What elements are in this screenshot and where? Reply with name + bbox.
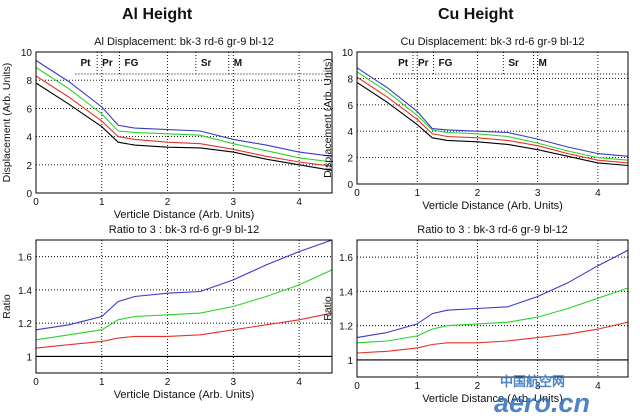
x-tick-label: 2: [475, 381, 481, 392]
x-axis-label: Verticle Distance (Arb. Units): [422, 200, 563, 212]
x-tick-label: 2: [475, 188, 481, 199]
y-tick-label: 1.6: [18, 253, 32, 264]
x-tick-label: 4: [595, 381, 601, 392]
chart-title: Ratio to 3 : bk-3 rd-6 gr-9 bl-12: [109, 224, 259, 236]
y-tick-label: 1.4: [18, 286, 32, 297]
x-tick-label: 2: [165, 377, 171, 388]
y-tick-label: 1.6: [339, 253, 353, 264]
series-line-gr: [35, 67, 333, 163]
x-tick-label: 0: [354, 381, 360, 392]
y-tick-label: 8: [347, 74, 353, 85]
series-line-rd: [356, 76, 629, 164]
x-tick-label: 1: [414, 381, 420, 392]
series-line-bl: [356, 67, 629, 157]
series-line-rd: [356, 321, 629, 354]
series-line-rd: [35, 75, 333, 167]
y-tick-label: 6: [26, 104, 32, 115]
plot-frame: [356, 51, 629, 185]
x-axis-label: Verticle Distance (Arb. Units): [114, 209, 255, 221]
chart-panel-2: Cu Displacement: bk-3 rd-6 gr-9 bl-12 0 1 2…: [322, 36, 629, 212]
series-line-bk: [35, 82, 333, 171]
x-tick-label: 1: [414, 188, 420, 199]
y-tick-label: 4: [347, 127, 353, 138]
region-label-sr: Sr: [201, 58, 212, 69]
region-label-pr: Pr: [102, 58, 113, 69]
plot-frame: [35, 239, 333, 374]
series-line-gr: [356, 287, 629, 344]
x-tick-label: 0: [354, 188, 360, 199]
x-tick-label: 0: [33, 377, 39, 388]
plot-area: [36, 240, 332, 373]
x-tick-label: 3: [535, 381, 541, 392]
x-tick-label: 4: [296, 377, 302, 388]
x-tick-label: 4: [595, 188, 601, 199]
chart-title: Cu Displacement: bk-3 rd-6 gr-9 bl-12: [400, 36, 584, 48]
y-tick-label: 0: [347, 180, 353, 191]
y-axis-label: Displacement (Arb. Units): [1, 63, 13, 183]
y-tick-label: 6: [347, 101, 353, 112]
svg-text:中国航空网: 中国航空网: [500, 374, 565, 390]
region-label-m: M: [234, 58, 242, 69]
region-label-fg: FG: [438, 58, 452, 69]
series-line-bl: [35, 239, 333, 331]
y-tick-label: 2: [26, 161, 32, 172]
x-tick-label: 3: [231, 377, 237, 388]
series-line-bk: [356, 81, 629, 167]
heading-cu-height: Cu Height: [438, 6, 514, 23]
series-line-bl: [356, 249, 629, 339]
y-tick-label: 4: [26, 133, 32, 144]
x-tick-label: 3: [535, 188, 541, 199]
region-label-sr: Sr: [508, 58, 519, 69]
y-tick-label: 1.4: [339, 287, 353, 298]
y-tick-label: 1.2: [339, 322, 353, 333]
region-label-m: M: [538, 58, 546, 69]
chart-panel-3: Ratio to 3 : bk-3 rd-6 gr-9 bl-12 0 1 2 3 4 1 1…: [1, 224, 333, 401]
chart-panel-4: Ratio to 3 : bk-3 rd-6 gr-9 bl-12 0 1 2 3 4 1 1…: [322, 224, 629, 405]
plot-area: [357, 52, 628, 184]
svg-text:aero.cn: aero.cn: [494, 388, 590, 418]
y-tick-label: 8: [26, 76, 32, 87]
x-tick-label: 0: [33, 197, 39, 208]
region-label-pr: Pr: [418, 58, 429, 69]
region-label-fg: FG: [125, 58, 139, 69]
x-tick-label: 1: [99, 197, 105, 208]
x-tick-label: 1: [99, 377, 105, 388]
plot-frame: [356, 239, 629, 378]
x-tick-label: 3: [231, 197, 237, 208]
chart-title: Al Displacement: bk-3 rd-6 gr-9 bl-12: [94, 36, 274, 48]
y-axis-label: Ratio: [1, 294, 13, 319]
plot-frame: [35, 51, 333, 194]
y-tick-label: 10: [342, 48, 354, 59]
chart-panel-1: Al Displacement: bk-3 rd-6 gr-9 bl-12 0 1 2…: [1, 36, 333, 221]
y-tick-label: 0: [26, 189, 32, 200]
series-line-gr: [35, 269, 333, 341]
y-tick-label: 10: [21, 48, 33, 59]
x-axis-label: Verticle Distance (Arb. Units): [422, 393, 563, 405]
series-line-bl: [35, 60, 333, 157]
aero-watermark-logo: 中国航空网 aero.cn: [494, 374, 590, 418]
y-tick-label: 1: [347, 356, 353, 367]
series-line-gr: [356, 71, 629, 161]
region-label-pt: Pt: [398, 58, 409, 69]
plot-area: [36, 52, 332, 193]
region-label-pt: Pt: [80, 58, 91, 69]
y-axis-label: Displacement (Arb. Units): [322, 58, 334, 178]
chart-title: Ratio to 3 : bk-3 rd-6 gr-9 bl-12: [417, 224, 567, 236]
x-tick-label: 2: [165, 197, 171, 208]
x-axis-label: Verticle Distance (Arb. Units): [114, 389, 255, 401]
y-tick-label: 1: [26, 352, 32, 363]
plot-area: [357, 240, 628, 377]
y-axis-label: Ratio: [322, 296, 334, 321]
heading-al-height: Al Height: [122, 6, 193, 23]
y-tick-label: 1.2: [18, 319, 32, 330]
series-line-rd: [35, 312, 333, 349]
x-tick-label: 4: [296, 197, 302, 208]
y-tick-label: 2: [347, 154, 353, 165]
